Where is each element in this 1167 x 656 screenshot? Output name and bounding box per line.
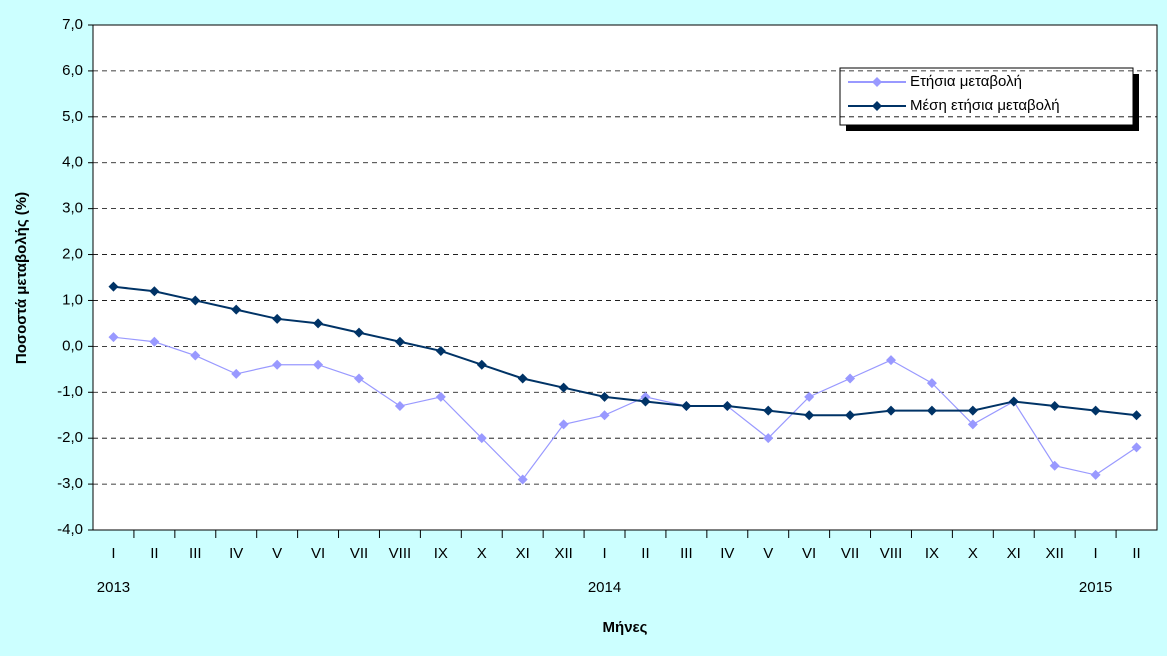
y-tick-label: 3,0 [62, 200, 83, 217]
data-point [1090, 405, 1101, 416]
data-point [476, 359, 487, 370]
x-tick-label: IX [434, 545, 448, 562]
x-tick-label: VII [841, 545, 859, 562]
y-tick-label: 4,0 [62, 154, 83, 171]
x-tick-label: VI [802, 545, 816, 562]
legend-marker [872, 77, 882, 87]
data-point [1049, 401, 1060, 412]
data-point [1008, 396, 1019, 407]
legend-label: Ετήσια μεταβολή [910, 73, 1022, 90]
data-point [845, 373, 856, 384]
data-point [599, 410, 610, 421]
y-tick-label: 7,0 [62, 16, 83, 33]
x-tick-label: XI [1007, 545, 1021, 562]
data-point [886, 405, 896, 416]
data-point [1131, 442, 1142, 453]
x-tick-label: XII [1046, 545, 1064, 562]
data-point [476, 433, 487, 444]
data-point [272, 359, 283, 370]
data-point [190, 295, 201, 306]
year-label: 2013 [97, 579, 130, 596]
data-point [1131, 410, 1142, 421]
data-point [313, 318, 324, 329]
data-point [845, 410, 856, 421]
y-tick-label: -2,0 [57, 429, 83, 446]
data-point [967, 405, 978, 416]
x-tick-label: II [1132, 545, 1140, 562]
y-tick-label: -4,0 [57, 521, 83, 538]
x-tick-label: V [763, 545, 773, 562]
data-point [313, 359, 324, 370]
data-point [558, 382, 569, 393]
y-tick-label: 6,0 [62, 62, 83, 79]
y-axis-title: Ποσοστά μεταβολής (%) [13, 192, 30, 364]
data-point [804, 391, 815, 402]
year-label: 2014 [588, 579, 621, 596]
legend-label: Μέση ετήσια μεταβολή [910, 97, 1060, 114]
data-point [149, 336, 160, 347]
data-point [231, 304, 242, 315]
data-point [1090, 469, 1101, 480]
data-point [517, 373, 528, 384]
data-point [394, 336, 405, 347]
x-tick-label: I [602, 545, 606, 562]
x-tick-label: X [477, 545, 487, 562]
data-point [231, 368, 242, 379]
data-point [394, 401, 405, 412]
data-point [722, 401, 733, 412]
y-tick-label: 2,0 [62, 246, 83, 263]
x-tick-label: IV [720, 545, 734, 562]
x-tick-label: III [680, 545, 693, 562]
y-tick-label: -1,0 [57, 383, 83, 400]
data-point [804, 410, 815, 421]
data-point [681, 401, 692, 412]
data-point [190, 350, 201, 361]
x-tick-label: X [968, 545, 978, 562]
data-point [558, 419, 569, 430]
x-tick-label: VII [350, 545, 368, 562]
x-tick-label: IV [229, 545, 243, 562]
data-point [354, 327, 364, 338]
data-point [435, 391, 446, 402]
x-tick-label: I [111, 545, 115, 562]
year-label: 2015 [1079, 579, 1112, 596]
data-point [763, 405, 774, 416]
data-point [1049, 460, 1060, 471]
data-point [517, 474, 528, 485]
data-point [967, 419, 978, 430]
x-tick-label: I [1094, 545, 1098, 562]
data-point [763, 433, 774, 444]
legend-marker [872, 101, 882, 111]
x-tick-label: V [272, 545, 282, 562]
data-point [926, 405, 937, 416]
legend [839, 67, 1134, 126]
x-tick-label: II [641, 545, 649, 562]
data-point [640, 396, 651, 407]
x-tick-label: VIII [389, 545, 412, 562]
data-point [272, 313, 283, 324]
x-tick-label: III [189, 545, 202, 562]
y-tick-label: 1,0 [62, 291, 83, 308]
x-tick-label: IX [925, 545, 939, 562]
y-tick-label: -3,0 [57, 475, 83, 492]
x-tick-label: II [150, 545, 158, 562]
x-tick-label: XII [554, 545, 572, 562]
data-point [108, 281, 119, 292]
x-axis-title: Μήνες [603, 619, 648, 636]
y-tick-label: 5,0 [62, 108, 83, 125]
data-point [354, 373, 364, 384]
data-point [435, 345, 446, 356]
data-point [926, 378, 937, 389]
x-tick-label: VIII [880, 545, 903, 562]
data-point [149, 286, 160, 297]
x-tick-label: XI [516, 545, 530, 562]
series-line [113, 336, 1137, 481]
data-point [108, 332, 119, 343]
x-tick-label: VI [311, 545, 325, 562]
data-point [886, 355, 896, 366]
y-tick-label: 0,0 [62, 337, 83, 354]
data-point [599, 391, 610, 402]
series-line [113, 285, 1137, 417]
